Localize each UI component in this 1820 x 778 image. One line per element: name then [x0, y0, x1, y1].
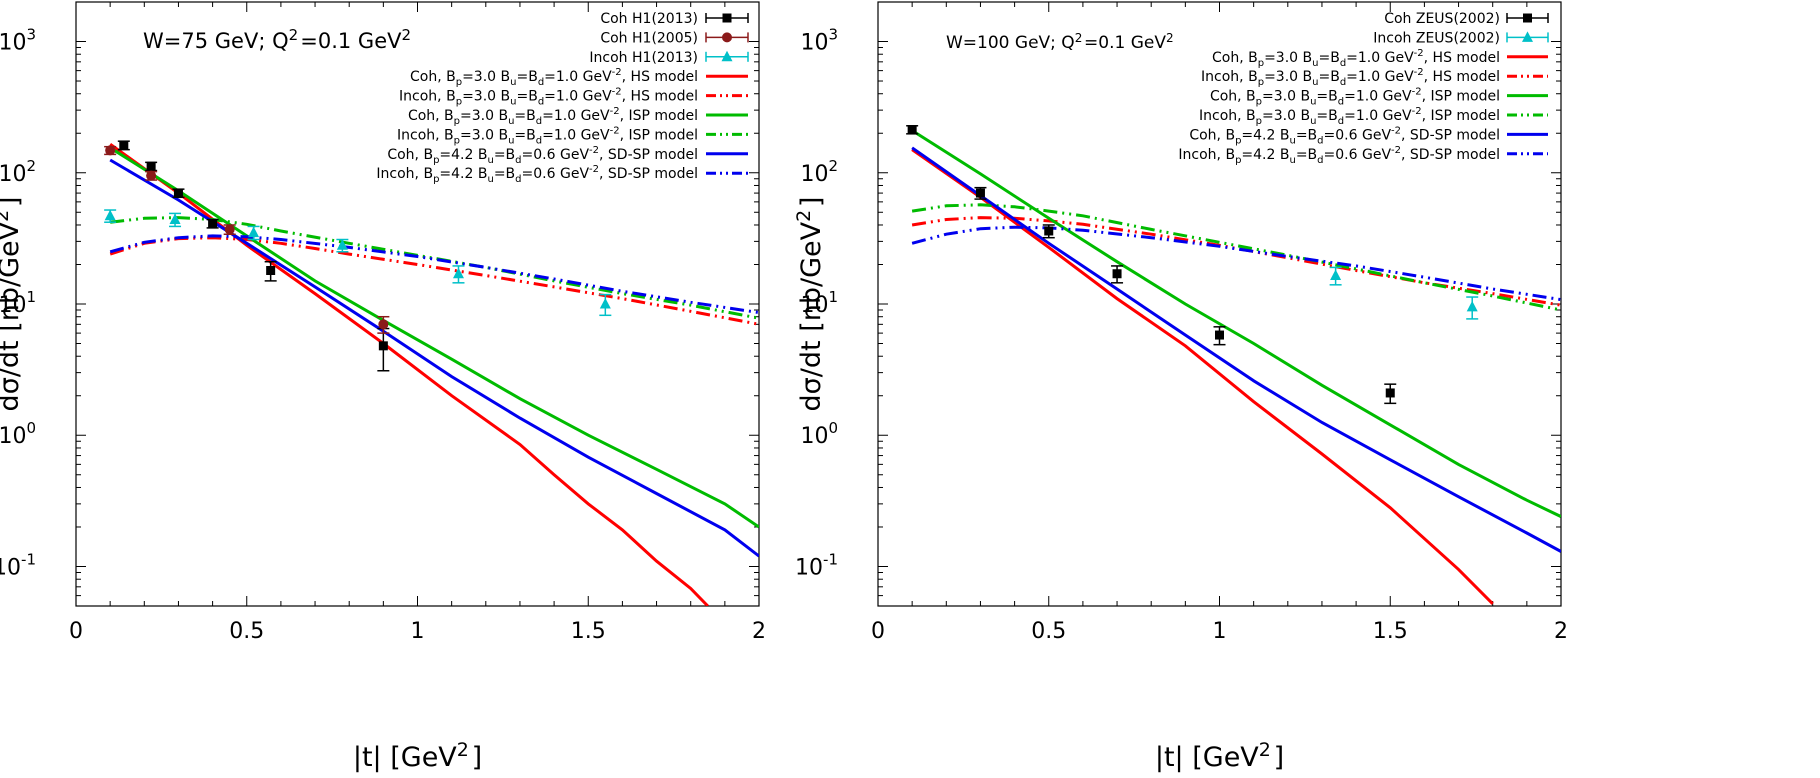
legend-symbol-marker	[1523, 13, 1532, 23]
y-axis-label: dσ/dt [nb/GeV2 ]	[0, 197, 25, 412]
model-curve	[911, 129, 1561, 518]
data-point	[907, 125, 917, 135]
y-tick-label: 103	[0, 26, 36, 56]
model-curve	[109, 234, 759, 315]
legend-label: Incoh, Bp=3.0 Bu=Bd=1.0 GeV-2, ISP model	[397, 125, 698, 146]
model-curve	[109, 142, 709, 606]
x-tick-label: 1	[1213, 619, 1227, 644]
x-tick-label: 0.5	[1031, 619, 1066, 644]
x-tick-label: 1.5	[571, 619, 606, 644]
model-curve	[109, 236, 759, 326]
data-point	[452, 267, 464, 279]
model-curve	[911, 146, 1561, 553]
legend-symbol-marker	[1522, 31, 1533, 42]
legend-label: Incoh, Bp=4.2 Bu=Bd=0.6 GeV-2, SD-SP mod…	[1178, 145, 1500, 166]
legend-symbol-marker	[722, 13, 732, 23]
y-tick-label: 100	[0, 419, 36, 449]
legend-label: Incoh ZEUS(2002)	[1373, 30, 1500, 46]
legend-label: Coh, Bp=3.0 Bu=Bd=1.0 GeV-2, HS model	[410, 67, 698, 88]
model-curve	[911, 203, 1561, 312]
legend-label: Coh H1(2013)	[600, 11, 698, 27]
y-tick-label: 10-1	[795, 550, 838, 580]
data-point	[173, 188, 183, 198]
model-curves	[911, 129, 1561, 605]
y-tick-label: 101	[0, 288, 36, 318]
data-point	[208, 219, 218, 229]
x-tick-label: 2	[1554, 619, 1568, 644]
data-point	[1215, 330, 1224, 340]
x-axis-label: |t| [GeV2 ]	[1155, 739, 1284, 773]
kinematics-annotation: W=100 GeV; Q2 =0.1 GeV2	[946, 31, 1175, 53]
legend-label: Incoh, Bp=4.2 Bu=Bd=0.6 GeV-2, SD-SP mod…	[376, 164, 698, 185]
data-point	[169, 213, 181, 225]
data-point	[975, 188, 985, 198]
data-point	[1044, 226, 1054, 236]
model-curve	[911, 148, 1494, 605]
kinematics-annotation: W=75 GeV; Q2 =0.1 GeV2	[143, 26, 413, 53]
legend: Coh ZEUS(2002) Incoh ZEUS(2002) Coh, Bp=3.…	[1178, 11, 1549, 166]
legend-label: Incoh H1(2013)	[589, 50, 698, 66]
x-axis-label: |t| [GeV2 ]	[353, 739, 482, 773]
x-tick-label: 1	[411, 619, 425, 644]
data-point	[1466, 300, 1478, 312]
model-curves	[109, 142, 759, 606]
data-point	[599, 298, 611, 309]
data-point	[119, 140, 129, 150]
y-tick-label: 103	[800, 26, 838, 56]
data-point	[1112, 269, 1122, 279]
legend-label: Coh, Bp=3.0 Bu=Bd=1.0 GeV-2, HS model	[1212, 48, 1500, 69]
model-curve	[110, 216, 759, 320]
y-tick-label: 102	[0, 157, 36, 187]
data-markers	[104, 140, 612, 372]
legend-label: Coh, Bp=4.2 Bu=Bd=0.6 GeV-2, SD-SP model	[387, 145, 698, 166]
data-point	[146, 170, 157, 181]
legend: Coh H1(2013)Coh H1(2005)Incoh H1(2013)Co…	[376, 11, 749, 185]
y-tick-label: 101	[800, 288, 838, 318]
data-point	[224, 224, 235, 235]
x-tick-label: 0.5	[229, 619, 264, 644]
x-tick-label: 0	[69, 619, 83, 644]
chart-panel-left: 0 0.5 1 1.5 2 103 102 101 100 10-1 |t| [GeV2 ] dσ/d…	[0, 1, 766, 773]
data-point	[1330, 269, 1342, 280]
data-point	[378, 319, 389, 330]
data-point	[378, 341, 388, 351]
legend-label: Coh, Bp=3.0 Bu=Bd=1.0 GeV-2, ISP model	[1210, 87, 1500, 108]
x-tick-label: 2	[752, 619, 766, 644]
data-point	[1385, 388, 1395, 398]
chart-panel-right: 0 0.5 1 1.5 2 103 102 101 100 10-1 |t| [GeV2 ] dσ/d…	[793, 1, 1568, 773]
legend-symbol-marker	[722, 32, 732, 43]
y-tick-label: 10-1	[0, 550, 36, 580]
legend-label: Incoh, Bp=3.0 Bu=Bd=1.0 GeV-2, ISP model	[1199, 106, 1500, 127]
legend-label: Coh, Bp=3.0 Bu=Bd=1.0 GeV-2, ISP model	[408, 106, 698, 127]
data-point	[105, 145, 116, 156]
x-tick-label: 0	[871, 619, 885, 644]
data-point	[336, 239, 348, 250]
legend-label: Coh, Bp=4.2 Bu=Bd=0.6 GeV-2, SD-SP model	[1189, 125, 1500, 146]
model-curve	[109, 146, 759, 529]
y-tick-label: 102	[800, 157, 838, 187]
model-curve	[911, 225, 1561, 302]
data-markers	[906, 125, 1479, 405]
legend-symbol-marker	[721, 50, 733, 62]
legend-label: Incoh, Bp=3.0 Bu=Bd=1.0 GeV-2, HS model	[1201, 67, 1500, 88]
y-axis-label: dσ/dt [nb/GeV2 ]	[793, 197, 827, 412]
data-point	[104, 209, 116, 221]
data-point	[266, 265, 276, 275]
x-tick-label: 1.5	[1373, 619, 1408, 644]
legend-label: Coh ZEUS(2002)	[1384, 11, 1500, 27]
model-curve	[109, 158, 759, 558]
legend-label: Coh H1(2005)	[600, 30, 698, 46]
model-curve	[911, 216, 1561, 307]
y-tick-label: 100	[800, 419, 838, 449]
data-point	[146, 161, 156, 171]
legend-label: Incoh, Bp=3.0 Bu=Bd=1.0 GeV-2, HS model	[399, 87, 698, 108]
data-point	[248, 226, 260, 238]
